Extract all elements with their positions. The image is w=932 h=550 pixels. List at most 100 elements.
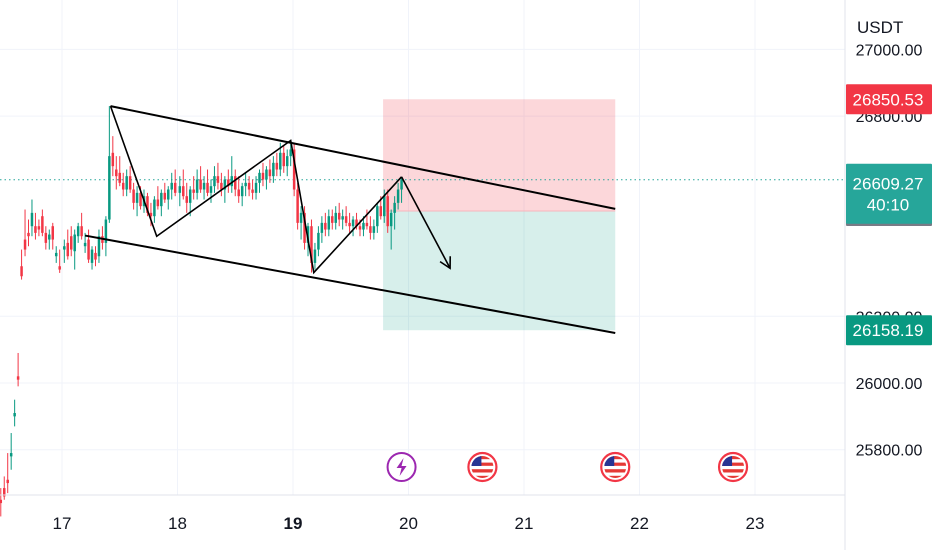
upper-trendline[interactable] bbox=[110, 105, 616, 210]
candle bbox=[344, 206, 348, 227]
candle bbox=[337, 202, 341, 227]
price-axis[interactable]: USDT 27000.0026800.0026200.0026000.00258… bbox=[844, 0, 922, 550]
candle-body bbox=[58, 266, 61, 270]
candle-body bbox=[223, 179, 227, 190]
lower-trendline[interactable] bbox=[84, 234, 616, 334]
candle-body bbox=[313, 249, 317, 263]
candle bbox=[16, 352, 20, 387]
candle-body bbox=[268, 169, 272, 177]
candle-body bbox=[376, 206, 379, 227]
candle-body bbox=[355, 219, 358, 227]
candle bbox=[202, 176, 206, 200]
candle-body bbox=[108, 156, 111, 220]
candle-body bbox=[362, 222, 365, 230]
flag-stripe bbox=[471, 475, 494, 478]
candle bbox=[80, 212, 83, 240]
candle bbox=[51, 222, 55, 250]
candle bbox=[320, 216, 324, 243]
candle bbox=[244, 172, 247, 197]
candle-body bbox=[44, 232, 48, 243]
candle bbox=[87, 229, 90, 263]
candle bbox=[265, 166, 268, 190]
candle bbox=[167, 186, 170, 210]
candle-body bbox=[365, 222, 369, 227]
candle bbox=[54, 246, 58, 263]
candle-body bbox=[317, 232, 320, 250]
price-tag-text: 26158.19 bbox=[853, 321, 924, 340]
candle bbox=[163, 182, 167, 203]
candle-body bbox=[220, 182, 223, 190]
candle bbox=[135, 186, 139, 217]
stop-loss-zone[interactable] bbox=[383, 99, 616, 211]
candle bbox=[240, 182, 244, 207]
flag-stripe bbox=[722, 459, 745, 463]
pattern-drawings[interactable] bbox=[84, 105, 616, 334]
candle-body bbox=[146, 196, 149, 213]
candle bbox=[128, 166, 132, 193]
position-tool[interactable] bbox=[0, 99, 845, 331]
candle-body bbox=[41, 216, 44, 233]
candle-body bbox=[344, 216, 348, 223]
candle-body bbox=[195, 179, 199, 193]
flag-stripe bbox=[604, 472, 627, 476]
candle bbox=[223, 176, 227, 203]
candle-body bbox=[199, 179, 202, 190]
candle-body bbox=[63, 246, 66, 250]
candle-body bbox=[206, 182, 209, 193]
candle-body bbox=[369, 226, 372, 233]
candle bbox=[76, 222, 80, 243]
candle bbox=[27, 219, 30, 247]
event-markers bbox=[386, 451, 749, 483]
candle-body bbox=[23, 239, 27, 250]
candle bbox=[173, 169, 177, 197]
candle bbox=[237, 176, 240, 203]
candle-body bbox=[163, 192, 167, 200]
candle-body bbox=[393, 202, 396, 213]
flag-stripe bbox=[604, 456, 627, 460]
candle-body bbox=[80, 226, 83, 237]
candle bbox=[234, 169, 237, 197]
candle bbox=[6, 453, 9, 494]
candle bbox=[313, 242, 317, 270]
candle bbox=[0, 488, 3, 517]
candle bbox=[209, 179, 213, 203]
candle bbox=[9, 433, 13, 470]
candle-body bbox=[118, 172, 121, 183]
candle bbox=[41, 209, 44, 237]
time-axis[interactable]: 17 18 19 20 21 22 23 bbox=[0, 494, 845, 533]
candle bbox=[58, 249, 61, 273]
candle-body bbox=[94, 252, 97, 260]
projection-arrow[interactable] bbox=[400, 176, 451, 269]
price-tag: 26158.19 bbox=[846, 315, 932, 346]
candle-body bbox=[160, 192, 163, 207]
candle bbox=[104, 216, 108, 257]
candle bbox=[182, 169, 185, 200]
candle-body bbox=[285, 156, 289, 167]
candle bbox=[285, 149, 289, 177]
candle bbox=[94, 246, 97, 267]
candle bbox=[400, 176, 403, 203]
candle-body bbox=[213, 176, 216, 187]
candle-body bbox=[170, 182, 173, 190]
candle bbox=[37, 219, 41, 237]
candle-body bbox=[261, 172, 265, 180]
candle bbox=[220, 172, 223, 197]
candle bbox=[303, 206, 306, 250]
candle bbox=[111, 136, 115, 177]
candle-body bbox=[182, 186, 185, 197]
candle-body bbox=[132, 189, 135, 203]
candle bbox=[247, 176, 251, 197]
candle-body bbox=[324, 222, 327, 230]
candle bbox=[153, 196, 156, 223]
flag-stripe bbox=[604, 462, 627, 466]
candle-body bbox=[327, 216, 331, 230]
candle-body bbox=[76, 226, 80, 237]
candle-body bbox=[139, 192, 142, 207]
candle-body bbox=[125, 176, 128, 190]
zigzag-path[interactable] bbox=[109, 105, 403, 275]
x-tick-label: 21 bbox=[515, 514, 534, 533]
take-profit-zone[interactable] bbox=[383, 210, 616, 331]
candle bbox=[258, 169, 261, 193]
